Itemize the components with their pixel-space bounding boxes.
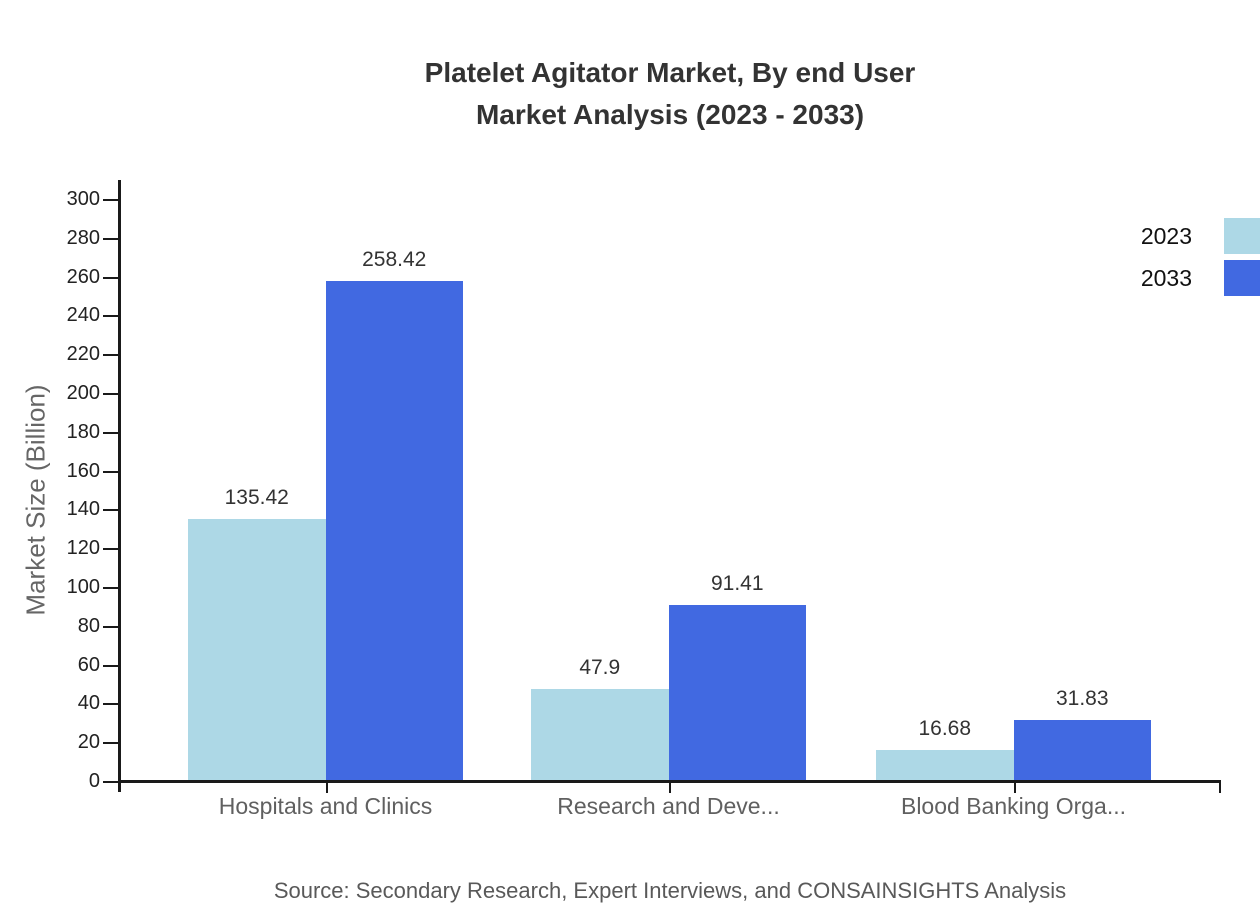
y-tick-mark — [103, 276, 118, 279]
y-tick-label: 80 — [77, 614, 100, 637]
y-tick-mark — [103, 587, 118, 589]
y-tick-label: 60 — [77, 653, 100, 676]
value-label: 16.68 — [918, 716, 972, 740]
y-tick-mark — [103, 470, 118, 473]
bar-2023 — [876, 749, 1014, 782]
y-tick-mark — [103, 315, 118, 318]
x-tick-mark — [325, 782, 328, 793]
x-axis-line — [118, 780, 1221, 783]
y-tick-mark — [103, 199, 118, 201]
y-tick-mark — [103, 664, 118, 667]
bar-2033 — [668, 604, 806, 782]
y-tick-label: 100 — [66, 576, 100, 598]
y-tick-label: 240 — [66, 304, 100, 327]
y-tick-label: 0 — [88, 770, 100, 792]
bar-2033 — [325, 280, 463, 782]
legend-item-2023: 2023 — [1141, 218, 1260, 254]
y-tick-label: 140 — [66, 498, 100, 521]
x-tick-mark — [1013, 782, 1016, 793]
x-category-label: Hospitals and Clinics — [218, 793, 433, 819]
y-tick-mark — [103, 781, 118, 783]
source-note: Source: Secondary Research, Expert Inter… — [273, 878, 1067, 903]
y-tick-mark — [103, 354, 118, 357]
chart-title: Platelet Agitator Market, By end User Ma… — [80, 52, 1260, 136]
value-label: 47.9 — [579, 656, 621, 680]
y-tick-label: 200 — [66, 382, 100, 404]
y-tick-label: 280 — [66, 226, 100, 249]
y-tick-mark — [103, 237, 118, 240]
value-label: 135.42 — [224, 486, 289, 510]
y-tick-mark — [103, 393, 118, 395]
bar-2023 — [531, 689, 669, 782]
legend-label: 2033 — [1140, 264, 1192, 291]
legend-item-2033: 2033 — [1141, 260, 1260, 296]
x-category-label: Research and Deve... — [557, 793, 780, 819]
y-tick-label: 260 — [66, 265, 100, 288]
y-tick-mark — [103, 625, 118, 628]
legend-label: 2023 — [1140, 222, 1192, 249]
y-tick-label: 160 — [66, 459, 100, 482]
y-axis-line — [118, 180, 121, 792]
value-label: 31.83 — [1055, 687, 1109, 711]
chart-title-line2: Market Analysis (2023 - 2033) — [475, 99, 865, 130]
y-tick-label: 300 — [66, 188, 100, 210]
legend-swatch — [1224, 260, 1260, 296]
y-tick-mark — [103, 742, 118, 745]
x-tick-mark — [668, 782, 671, 793]
chart-title-line1: Platelet Agitator Market, By end User — [424, 57, 916, 88]
x-category-label: Blood Banking Orga... — [900, 793, 1127, 819]
legend: 2023 2033 — [1141, 218, 1260, 302]
bar-2033 — [1013, 720, 1151, 782]
y-tick-label: 180 — [66, 420, 100, 443]
y-tick-mark — [103, 431, 118, 434]
y-tick-mark — [103, 509, 118, 512]
y-tick-label: 40 — [77, 692, 100, 715]
y-tick-mark — [103, 548, 118, 551]
value-label: 258.42 — [362, 247, 427, 271]
bar-2023 — [188, 519, 326, 782]
y-tick-mark — [103, 703, 118, 706]
y-tick-label: 220 — [66, 343, 100, 366]
value-label: 91.41 — [710, 571, 764, 595]
y-tick-label: 120 — [66, 537, 100, 560]
y-tick-label: 20 — [77, 731, 100, 754]
x-tick-mark — [1219, 782, 1221, 793]
legend-swatch — [1224, 218, 1260, 254]
